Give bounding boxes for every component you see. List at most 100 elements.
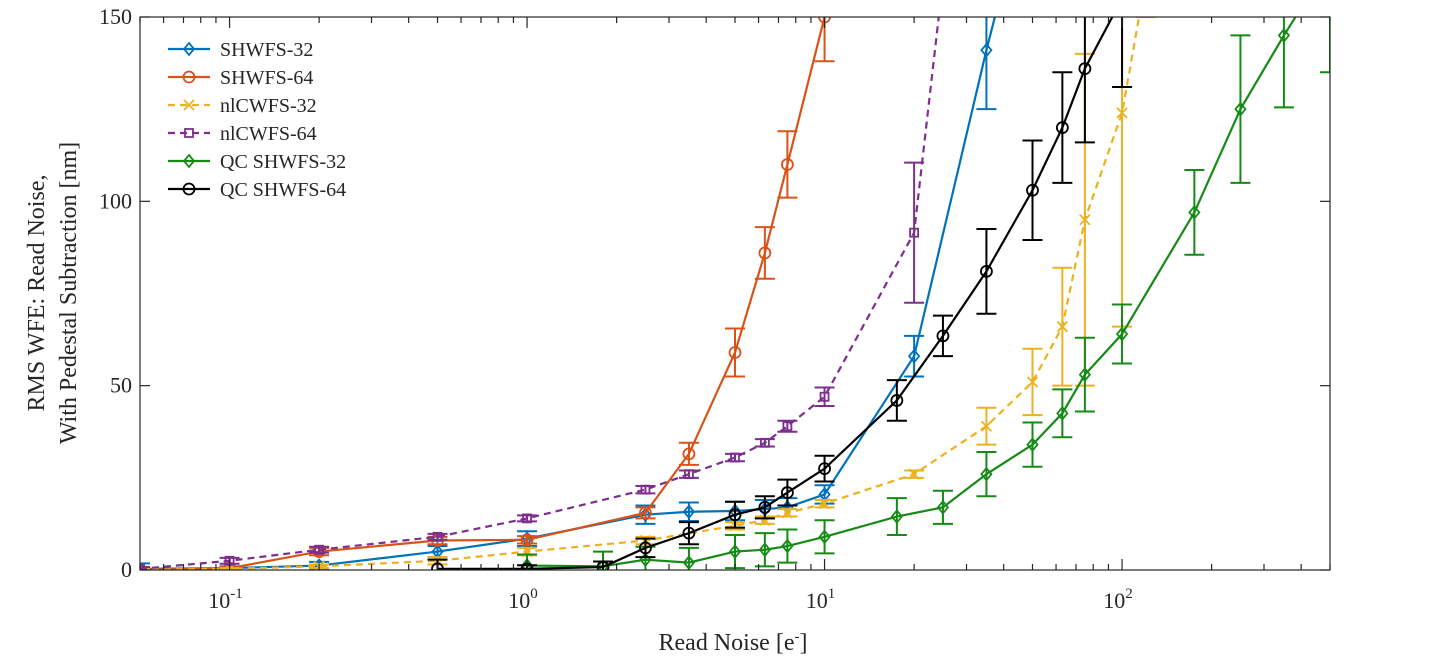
errorbar-qc-shwfs-64-10 <box>932 314 953 358</box>
errorbar-shwfs-32-12 <box>976 17 997 111</box>
errorbar-shwfs-64-6 <box>678 441 699 466</box>
errorbar-qc-shwfs-32-7 <box>814 519 835 555</box>
point-shwfs-64-5 <box>639 506 652 520</box>
series-qc-shwfs-32 <box>517 17 1330 570</box>
y-axis-label-line-2: With Pedestal Subtraction [nm] <box>56 142 82 444</box>
point-shwfs-64-9 <box>780 158 794 171</box>
point-nlcwfs-64-8 <box>759 437 770 448</box>
errorbar-qc-shwfs-32-12 <box>1052 388 1073 439</box>
errorbar-nlcwfs-64-3 <box>427 532 448 541</box>
errorbar-qc-shwfs-64-7 <box>777 478 798 507</box>
point-shwfs-32-11 <box>907 348 921 364</box>
x-tick-label-0: 100 <box>508 586 538 613</box>
legend-marker-nlcwfs-64 <box>184 128 194 138</box>
errorbar-qc-shwfs-32-14 <box>1112 303 1133 365</box>
errorbar-qc-shwfs-32-10 <box>976 451 997 498</box>
errorbar-qc-shwfs-64-5 <box>725 500 745 529</box>
point-qc-shwfs-64-2 <box>596 560 610 570</box>
point-qc-shwfs-32-5 <box>758 542 772 558</box>
point-qc-shwfs-32-7 <box>818 529 831 545</box>
errorbar-qc-shwfs-32-13 <box>1074 336 1095 413</box>
errorbar-qc-shwfs-32-8 <box>886 497 907 536</box>
point-nlcwfs-64-5 <box>640 484 651 495</box>
point-qc-shwfs-64-13 <box>1055 121 1069 134</box>
plot-area <box>140 17 1330 570</box>
errorbar-qc-shwfs-32-17 <box>1273 17 1294 109</box>
point-qc-shwfs-32-13 <box>1078 367 1092 383</box>
errorbar-nlcwfs-64-2 <box>309 545 330 554</box>
point-qc-shwfs-64-4 <box>682 526 696 540</box>
errorbar-qc-shwfs-64-4 <box>678 521 699 546</box>
series-layer <box>140 0 1330 570</box>
legend-label-shwfs-64: SHWFS-64 <box>220 67 313 89</box>
errorbar-shwfs-32-0 <box>140 562 150 570</box>
legend-item-qc-shwfs-32: QC SHWFS-32 <box>168 151 346 173</box>
point-qc-shwfs-32-6 <box>781 538 794 554</box>
point-nlcwfs-64-6 <box>684 469 694 480</box>
legend-marker-nlcwfs-32 <box>183 99 195 111</box>
point-qc-shwfs-64-5 <box>728 508 742 522</box>
y-tick-label-150: 150 <box>99 4 132 29</box>
errorbar-qc-shwfs-32-18 <box>1320 17 1330 74</box>
legend-marker-qc-shwfs-64 <box>182 182 196 196</box>
y-tick-label-0: 0 <box>121 557 132 582</box>
x-tick-label-1: 101 <box>806 586 836 613</box>
point-qc-shwfs-32-10 <box>980 466 993 482</box>
legend-marker-qc-shwfs-32 <box>182 153 196 169</box>
point-nlcwfs-32-13 <box>1056 321 1068 333</box>
point-nlcwfs-32-9 <box>818 498 831 510</box>
point-qc-shwfs-32-1 <box>596 558 610 570</box>
legend-marker-shwfs-64 <box>182 70 196 84</box>
point-nlcwfs-64-7 <box>730 452 740 463</box>
legend-marker-shwfs-32 <box>182 41 196 57</box>
series-line-qc-shwfs-64 <box>437 17 1114 570</box>
errorbar-qc-shwfs-64-12 <box>1022 139 1043 242</box>
point-nlcwfs-64-11 <box>909 227 920 238</box>
point-shwfs-64-7 <box>728 346 742 359</box>
errorbar-qc-shwfs-32-16 <box>1230 34 1251 184</box>
y-axis-label-line-1: RMS WFE: Read Noise, <box>24 175 50 412</box>
errorbar-qc-shwfs-64-6 <box>754 495 775 520</box>
series-nlcwfs-64 <box>140 17 940 570</box>
legend-label-qc-shwfs-32: QC SHWFS-32 <box>220 151 346 173</box>
errorbar-nlcwfs-64-11 <box>904 161 925 304</box>
legend-label-shwfs-32: SHWFS-32 <box>220 39 313 61</box>
point-nlcwfs-32-14 <box>1079 214 1091 226</box>
x-tick-label--1: 10-1 <box>208 586 243 613</box>
errorbar-qc-shwfs-32-15 <box>1184 168 1205 256</box>
legend-item-shwfs-32: SHWFS-32 <box>168 39 313 61</box>
legend-item-nlcwfs-64: nlCWFS-64 <box>168 123 317 145</box>
point-qc-shwfs-32-12 <box>1056 405 1069 421</box>
point-qc-shwfs-32-14 <box>1115 326 1129 342</box>
point-qc-shwfs-64-10 <box>936 329 950 343</box>
errorbar-qc-shwfs-64-8 <box>814 454 835 483</box>
errorbar-qc-shwfs-64-11 <box>976 227 997 315</box>
legend-label-nlcwfs-64: nlCWFS-64 <box>220 123 317 145</box>
errorbar-qc-shwfs-64-13 <box>1052 71 1073 184</box>
point-qc-shwfs-64-15 <box>1117 0 1128 4</box>
errorbar-shwfs-64-4 <box>517 535 538 545</box>
point-qc-shwfs-64-3 <box>639 541 652 555</box>
point-qc-shwfs-64-9 <box>890 394 904 407</box>
errorbar-nlcwfs-64-4 <box>517 514 538 523</box>
errorbar-shwfs-64-7 <box>725 327 745 378</box>
y-tick-label-50: 50 <box>110 373 132 398</box>
point-nlcwfs-64-9 <box>782 421 793 432</box>
point-nlcwfs-64-3 <box>432 531 443 542</box>
legend-item-nlcwfs-32: nlCWFS-32 <box>168 95 317 117</box>
y-tick-label-100: 100 <box>99 188 132 213</box>
point-nlcwfs-32-11 <box>980 420 993 432</box>
errorbar-qc-shwfs-64-14 <box>1074 17 1095 144</box>
errorbar-qc-shwfs-32-9 <box>932 489 953 525</box>
errorbar-qc-shwfs-32-11 <box>1022 421 1043 468</box>
point-qc-shwfs-32-8 <box>890 509 904 524</box>
errorbar-qc-shwfs-32-3 <box>678 546 699 570</box>
point-qc-shwfs-64-0 <box>431 562 444 570</box>
point-qc-shwfs-64-8 <box>818 462 831 476</box>
x-tick-label-2: 102 <box>1103 586 1133 613</box>
errorbar-shwfs-64-8 <box>754 226 775 280</box>
legend-item-qc-shwfs-64: QC SHWFS-64 <box>168 179 346 201</box>
legend-item-shwfs-64: SHWFS-64 <box>168 67 313 89</box>
